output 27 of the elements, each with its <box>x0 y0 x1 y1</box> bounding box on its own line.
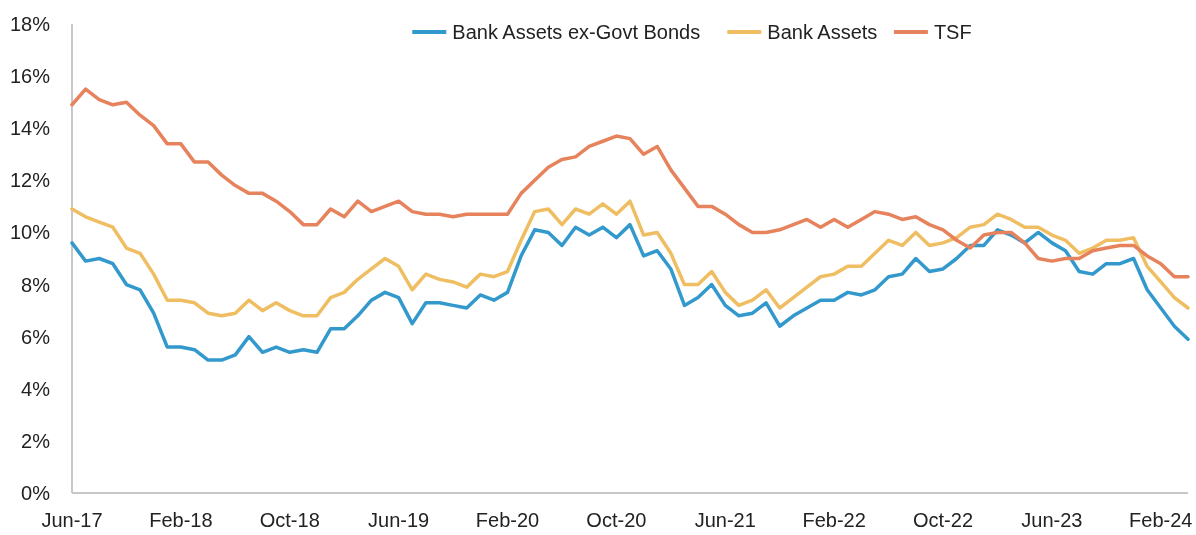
y-tick-label: 12% <box>9 169 51 192</box>
y-tick-label: 16% <box>9 65 51 88</box>
y-tick-label: 10% <box>9 221 51 244</box>
x-tick-label: Jun-23 <box>1021 509 1083 531</box>
x-tick-label: Jun-17 <box>41 509 103 531</box>
y-tick-label: 8% <box>21 273 51 296</box>
y-tick-label: 2% <box>21 429 51 452</box>
x-tick-label: Oct-20 <box>586 509 647 531</box>
x-tick-label: Oct-22 <box>913 509 974 531</box>
legend-label: Bank Assets ex-Govt Bonds <box>452 21 701 43</box>
x-tick-label: Jun-19 <box>368 509 430 531</box>
x-tick-label: Feb-18 <box>149 509 213 531</box>
y-tick-label: 14% <box>9 117 51 140</box>
y-tick-label: 4% <box>21 377 51 400</box>
x-tick-label: Feb-22 <box>802 509 866 531</box>
x-tick-label: Jun-21 <box>694 509 756 531</box>
y-tick-label: 6% <box>21 325 51 348</box>
x-tick-label: Feb-20 <box>475 509 540 531</box>
legend-label: Bank Assets <box>767 21 878 43</box>
y-tick-label: 0% <box>21 482 51 504</box>
line-series <box>70 222 1190 362</box>
line-series <box>70 87 1190 279</box>
x-tick-label: Oct-18 <box>259 509 320 531</box>
x-tick-label: Feb-24 <box>1129 509 1193 531</box>
line-series <box>70 199 1190 318</box>
y-tick-label: 18% <box>9 13 51 35</box>
legend-label: TSF <box>933 21 972 43</box>
